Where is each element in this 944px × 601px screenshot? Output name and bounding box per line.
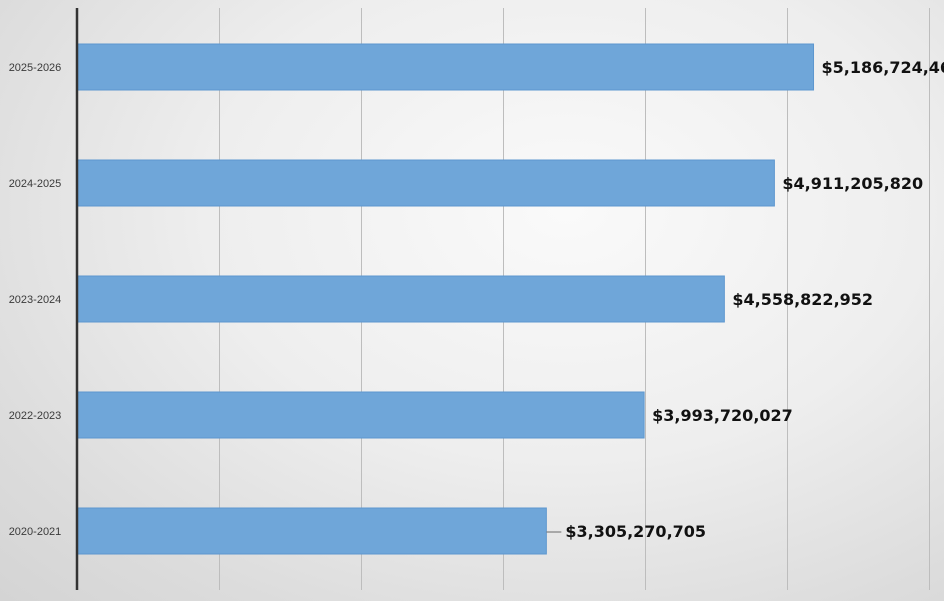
labels: 2025-2026 $5,186,724,466 2024-2025 $4,911,2… xyxy=(9,58,944,541)
category-label: 2022-2023 xyxy=(9,410,62,422)
value-label: $3,305,270,705 xyxy=(565,522,706,541)
bar xyxy=(76,507,547,555)
bars xyxy=(76,43,815,555)
value-label: $4,558,822,952 xyxy=(732,290,873,309)
category-label: 2025-2026 xyxy=(9,62,62,74)
category-label: 2020-2021 xyxy=(9,526,62,538)
bar xyxy=(76,159,775,207)
value-label: $5,186,724,466 xyxy=(822,58,944,77)
bar xyxy=(76,391,645,439)
category-label: 2023-2024 xyxy=(9,294,62,306)
bar xyxy=(76,43,815,91)
bar xyxy=(76,275,725,323)
value-label: $3,993,720,027 xyxy=(652,406,793,425)
category-label: 2024-2025 xyxy=(9,178,62,190)
value-label: $4,911,205,820 xyxy=(782,174,923,193)
